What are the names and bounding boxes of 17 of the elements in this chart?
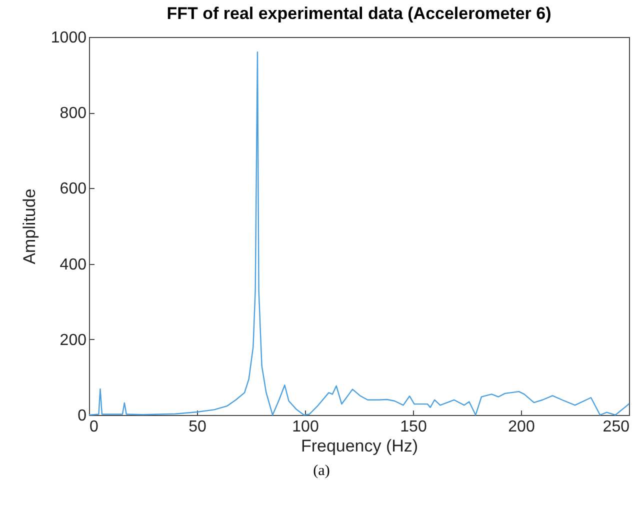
y-tick-label: 200	[60, 332, 87, 349]
x-axis-title: Frequency (Hz)	[300, 436, 418, 456]
y-tick-label: 400	[60, 256, 87, 274]
chart-title: FFT of real experimental data (Accelerometer 6)	[166, 4, 552, 23]
x-tick-label: 150	[400, 418, 427, 436]
y-tick-label: 600	[60, 180, 87, 198]
x-tick-label: 200	[508, 418, 535, 436]
x-tick-label: 100	[292, 418, 319, 436]
x-tick-label: 250	[602, 418, 630, 436]
y-axis-title: Amplitude	[20, 188, 39, 264]
x-tick-label: 0	[90, 418, 98, 436]
y-tick-label: 800	[60, 105, 87, 122]
text: (a)	[312, 463, 331, 480]
line-series	[88, 52, 630, 416]
y-tick-label: 1000	[50, 30, 87, 46]
x-tick-label: 50	[188, 418, 206, 436]
y-tick-label: 0	[78, 408, 87, 424]
